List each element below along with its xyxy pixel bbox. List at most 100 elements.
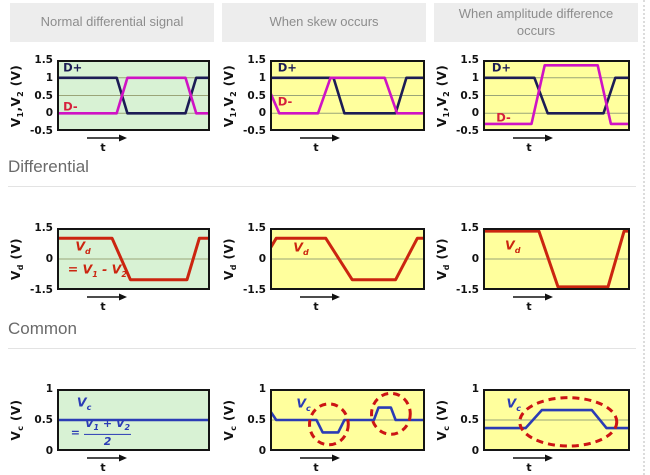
section-label-common: Common [8, 319, 77, 338]
y-axis-title: Vc (V) [221, 399, 239, 441]
time-axis-label: t [313, 300, 318, 312]
skew-common-plot: Vc (V) 1 0.5 0 Vc t [200, 379, 437, 475]
section-divider [8, 186, 636, 187]
d-plus-trace [483, 76, 630, 115]
vd-trace [57, 236, 210, 282]
y-tick-label: 0.5 [460, 89, 479, 102]
anomaly-highlight-circle [370, 391, 412, 436]
y-axis-title: V1,V2 (V) [221, 64, 239, 127]
d-minus-label: D- [277, 93, 293, 108]
y-tick-label: 0.5 [34, 414, 53, 426]
equals-sign: = [70, 425, 80, 439]
y-tick-label: 1 [471, 383, 479, 395]
fraction-denominator: 2 [103, 434, 112, 448]
y-tick-label: 0.5 [247, 414, 266, 426]
normal-common-plot-area [57, 389, 210, 451]
y-axis-title: Vc (V) [434, 399, 452, 441]
normal-differential-plot-area [57, 228, 210, 290]
d-plus-trace [57, 76, 210, 115]
y-tick-label: -1.5 [30, 284, 53, 296]
y-tick-label: 0 [45, 445, 53, 457]
skew-differential-plot: Vd (V) 1.5 0 -1.5 Vd t [200, 218, 437, 324]
y-axis-title: V1,V2 (V) [8, 64, 26, 127]
y-axis-title: V1,V2 (V) [434, 64, 452, 127]
d-minus-trace [270, 76, 425, 115]
vd-trace [483, 229, 630, 289]
y-tick-label: 0 [258, 445, 266, 457]
y-tick-label: 0 [258, 253, 266, 265]
normal-signals-plot: V1,V2 (V) 1.5 1 0.5 0 -0.5 D+ D-t [0, 50, 222, 165]
d-minus-label: D- [63, 99, 78, 114]
anomaly-highlight-circle [308, 402, 350, 447]
d-minus-trace [483, 64, 630, 126]
vd-trace [270, 236, 425, 282]
amplitude-diff-common-plot: Vc (V) 1 0.5 0 Vc t [413, 379, 642, 475]
y-tick-label: 1 [471, 71, 479, 84]
time-axis-label: t [100, 300, 105, 312]
column-header-text: Normal differential signal [40, 14, 184, 30]
y-tick-label: -1.5 [456, 284, 479, 296]
y-tick-label: 1 [45, 383, 53, 395]
y-tick-label: -0.5 [456, 125, 479, 137]
column-header-text: When skew occurs [269, 14, 379, 30]
column-header-text: When amplitude difference occurs [458, 5, 614, 38]
vc-trace [270, 406, 425, 434]
amplitude-diff-differential-plot-area [483, 228, 630, 290]
y-tick-label: 1.5 [34, 222, 53, 234]
time-axis-arrow-icon: t [513, 454, 553, 473]
skew-signals-plot: V1,V2 (V) 1.5 1 0.5 0 -0.5 D+ D-t [200, 50, 437, 165]
vc-label: Vc [296, 395, 311, 413]
skew-signals-plot-area [270, 60, 425, 131]
anomaly-highlight-circle [518, 396, 619, 448]
column-header-skew: When skew occurs [222, 3, 426, 42]
time-axis-label: t [526, 300, 531, 312]
d-minus-label: D- [496, 109, 511, 124]
y-tick-label: 1 [258, 383, 266, 395]
d-minus-trace [57, 76, 210, 115]
y-tick-label: -0.5 [30, 125, 53, 137]
vd-label: Vd [293, 239, 309, 257]
time-axis-arrow-icon: t [300, 293, 340, 312]
vc-formula: = V1 + V2 2 [70, 417, 132, 448]
y-tick-label: 0 [45, 253, 53, 265]
time-axis-label: t [526, 141, 531, 153]
skew-common-plot-area [270, 389, 425, 451]
y-tick-label: 0.5 [34, 89, 53, 102]
y-tick-label: 0 [471, 445, 479, 457]
y-tick-label: -1.5 [243, 284, 266, 296]
page-right-border [643, 0, 645, 475]
normal-signals-plot-area [57, 60, 210, 131]
d-plus-label: D+ [63, 60, 83, 75]
time-axis-arrow-icon: t [513, 293, 553, 312]
d-plus-label: D+ [277, 60, 297, 75]
time-axis-arrow-icon: t [513, 134, 553, 153]
y-tick-label: 0 [471, 253, 479, 265]
time-axis-arrow-icon: t [87, 134, 127, 153]
y-tick-label: 0.5 [460, 414, 479, 426]
time-axis-arrow-icon: t [300, 134, 340, 153]
vd-label: Vd [505, 236, 521, 255]
y-axis-title: Vd (V) [8, 238, 26, 280]
time-axis-arrow-icon: t [87, 293, 127, 312]
section-label-differential: Differential [8, 157, 89, 176]
time-axis-label: t [100, 141, 105, 153]
amplitude-diff-differential-plot: Vd (V) 1.5 0 -1.5 Vd t [413, 218, 642, 324]
time-axis-label: t [526, 461, 531, 473]
y-tick-label: 0 [45, 107, 53, 120]
y-axis-title: Vd (V) [434, 238, 452, 280]
y-tick-label: 1.5 [460, 54, 479, 66]
column-header-normal: Normal differential signal [10, 3, 214, 42]
y-tick-label: 0 [258, 107, 266, 120]
normal-differential-plot: Vd (V) 1.5 0 -1.5 Vd = V1 - V2 t [0, 218, 222, 324]
d-plus-label: D+ [491, 60, 511, 75]
vc-trace [483, 408, 630, 430]
time-axis-arrow-icon: t [300, 454, 340, 473]
y-tick-label: 0.5 [247, 89, 266, 102]
vc-label: Vc [76, 394, 92, 412]
vc-label: Vc [506, 395, 521, 413]
y-tick-label: -0.5 [243, 125, 266, 137]
y-tick-label: 1.5 [247, 222, 266, 234]
skew-differential-plot-area [270, 228, 425, 290]
amplitude-diff-signals-plot: V1,V2 (V) 1.5 1 0.5 0 -0.5 D+ D-t [413, 50, 642, 165]
